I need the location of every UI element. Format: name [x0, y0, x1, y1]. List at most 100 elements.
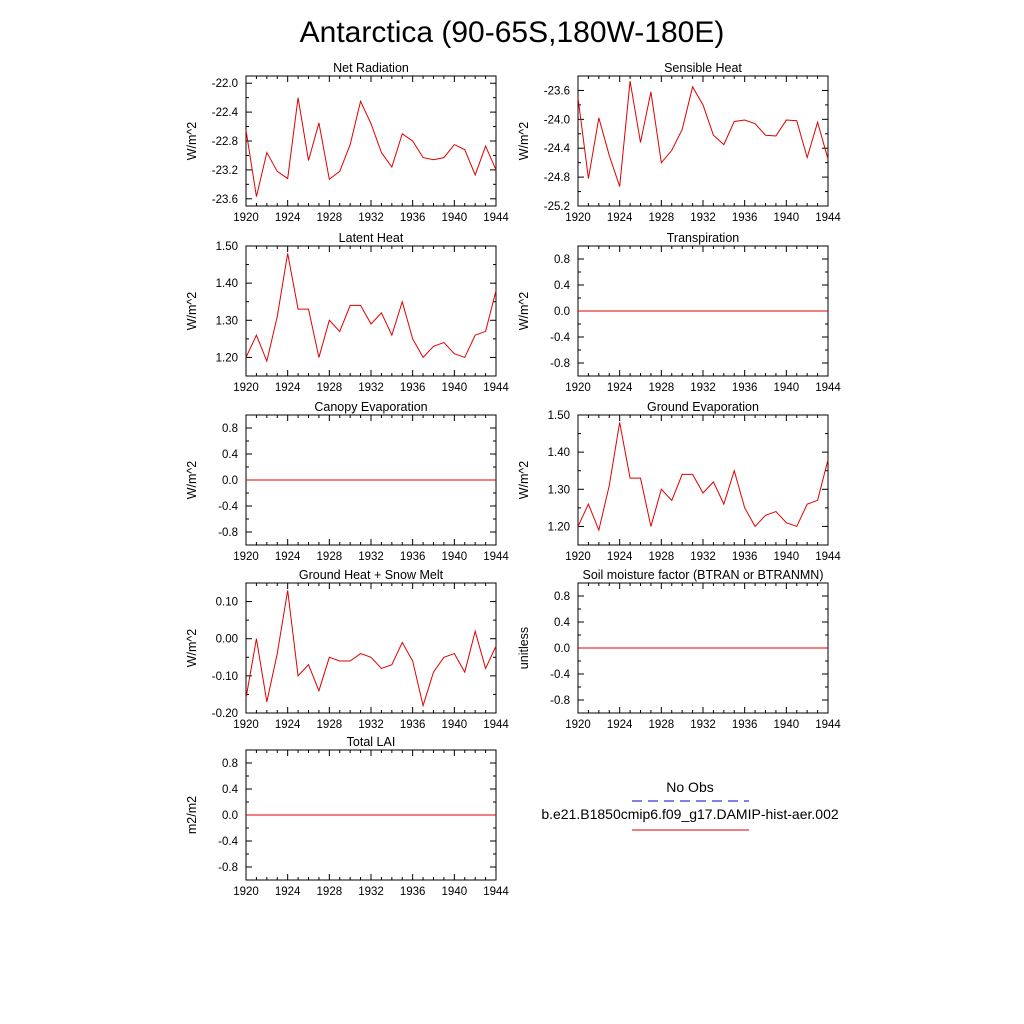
chart-1-xtick-label: 1936 — [732, 212, 758, 224]
chart-3-ytick-label: -0.8 — [550, 358, 570, 370]
chart-7-xtick-label: 1928 — [649, 719, 675, 731]
chart-6-ylabel: W/m^2 — [185, 629, 199, 668]
chart-1-xtick-label: 1920 — [565, 212, 591, 224]
chart-0-xtick-label: 1928 — [317, 212, 343, 224]
chart-4-xtick-label: 1924 — [275, 551, 301, 563]
chart-1-ytick-label: -24.8 — [544, 172, 570, 184]
chart-3-xtick-label: 1940 — [774, 382, 800, 394]
chart-5-xtick-label: 1924 — [607, 551, 633, 563]
chart-7-ytick-label: 0.4 — [554, 617, 571, 629]
chart-5-ytick-label: 1.40 — [548, 447, 570, 459]
chart-3-title: Transpiration — [667, 231, 740, 245]
chart-5-xtick-label: 1920 — [565, 551, 591, 563]
chart-7-xtick-label: 1924 — [607, 719, 633, 731]
chart-1-xtick-label: 1928 — [649, 212, 675, 224]
chart-0-ytick-label: -23.6 — [212, 194, 238, 206]
chart-1-frame — [577, 75, 829, 207]
chart-0-ytick-label: -22.4 — [212, 107, 239, 119]
chart-7-ytick-label: -0.8 — [550, 695, 570, 707]
chart-7: Soil moisture factor (BTRAN or BTRANMN) 1… — [517, 568, 841, 731]
chart-2-xtick-label: 1936 — [400, 382, 426, 394]
chart-7-xtick-label: 1944 — [815, 719, 841, 731]
chart-6-xtick-label: 1924 — [275, 719, 301, 731]
chart-3-xtick-label: 1944 — [815, 382, 841, 394]
chart-3-xtick-label: 1924 — [607, 382, 633, 394]
chart-6-xtick-label: 1928 — [317, 719, 343, 731]
chart-0-ylabel: W/m^2 — [185, 122, 199, 161]
chart-4-xtick-label: 1932 — [358, 551, 384, 563]
chart-4-ytick-label: -0.8 — [218, 527, 238, 539]
chart-4-xtick-label: 1936 — [400, 551, 426, 563]
chart-5-xtick-label: 1928 — [649, 551, 675, 563]
chart-1-series-line — [577, 80, 829, 187]
chart-2-xtick-label: 1932 — [358, 382, 384, 394]
chart-4-ylabel: W/m^2 — [185, 461, 199, 500]
chart-5: Ground Evaporation 1920 1924 1928 1932 1936 19… — [517, 400, 841, 563]
legend: No Obs b.e21.B1850cmip6.f09_g17.DAMIP-hi… — [541, 779, 839, 831]
chart-5-frame — [577, 414, 829, 546]
chart-5-ytick-label: 1.30 — [548, 484, 570, 496]
chart-0-title: Net Radiation — [333, 61, 409, 75]
chart-7-ytick-label: 0.0 — [554, 643, 570, 655]
chart-8-xtick-label: 1944 — [483, 886, 509, 898]
chart-8-xtick-label: 1932 — [358, 886, 384, 898]
chart-8-ytick-label: 0.0 — [222, 810, 238, 822]
chart-1-ytick-label: -25.2 — [544, 201, 570, 213]
chart-3-xtick-label: 1928 — [649, 382, 675, 394]
chart-6-xtick-label: 1936 — [400, 719, 426, 731]
chart-0-xtick-label: 1932 — [358, 212, 384, 224]
chart-2-series-line — [245, 253, 497, 363]
chart-7-title: Soil moisture factor (BTRAN or BTRANMN) — [582, 568, 823, 582]
chart-8-xtick-label: 1920 — [233, 886, 259, 898]
chart-2-ytick-label: 1.50 — [216, 241, 238, 253]
chart-1-xtick-label: 1940 — [774, 212, 800, 224]
chart-2: Latent Heat 1920 1924 1928 1932 1936 1940 1944 1… — [185, 231, 509, 394]
chart-4-ytick-label: -0.4 — [218, 501, 238, 513]
chart-0-ytick-label: -22.8 — [212, 136, 238, 148]
chart-5-title: Ground Evaporation — [647, 400, 759, 414]
chart-7-ytick-label: 0.8 — [554, 591, 570, 603]
chart-1-title: Sensible Heat — [664, 61, 742, 75]
chart-3: Transpiration 1920 1924 1928 1932 1936 1940 194… — [517, 231, 841, 394]
chart-1: Sensible Heat 1920 1924 1928 1932 1936 1940 194… — [517, 61, 841, 224]
chart-0: Net Radiation 1920 1924 1928 1932 1936 1940 194… — [185, 61, 509, 224]
chart-7-ytick-label: -0.4 — [550, 669, 570, 681]
chart-1-ytick-label: -24.0 — [544, 114, 570, 126]
chart-8-xtick-label: 1928 — [317, 886, 343, 898]
chart-3-ytick-label: 0.8 — [554, 254, 570, 266]
chart-0-xtick-label: 1920 — [233, 212, 259, 224]
chart-3-xtick-label: 1932 — [690, 382, 716, 394]
chart-6-xtick-label: 1920 — [233, 719, 259, 731]
legend-model-label: b.e21.B1850cmip6.f09_g17.DAMIP-hist-aer.… — [541, 806, 839, 822]
chart-5-ytick-label: 1.50 — [548, 410, 570, 422]
chart-2-title: Latent Heat — [339, 231, 404, 245]
chart-8-ytick-label: 0.8 — [222, 758, 238, 770]
chart-0-xtick-label: 1924 — [275, 212, 301, 224]
chart-0-xtick-label: 1936 — [400, 212, 426, 224]
chart-5-xtick-label: 1944 — [815, 551, 841, 563]
chart-0-xtick-label: 1944 — [483, 212, 509, 224]
chart-6-ytick-label: 0.00 — [216, 634, 238, 646]
chart-4-ytick-label: 0.4 — [222, 449, 239, 461]
chart-2-frame — [245, 245, 497, 377]
chart-5-ylabel: W/m^2 — [517, 461, 531, 500]
chart-4-ytick-label: 0.0 — [222, 475, 238, 487]
chart-6-frame — [245, 582, 497, 714]
chart-4: Canopy Evaporation 1920 1924 1928 1932 1936 19… — [185, 400, 509, 563]
chart-4-ytick-label: 0.8 — [222, 423, 238, 435]
chart-5-xtick-label: 1940 — [774, 551, 800, 563]
chart-8-xtick-label: 1924 — [275, 886, 301, 898]
chart-6: Ground Heat + Snow Melt 1920 1924 1928 1932 1… — [185, 568, 509, 731]
chart-5-series-line — [577, 422, 829, 532]
chart-6-xtick-label: 1932 — [358, 719, 384, 731]
chart-3-ytick-label: 0.4 — [554, 280, 571, 292]
chart-1-xtick-label: 1932 — [690, 212, 716, 224]
chart-1-ylabel: W/m^2 — [517, 122, 531, 161]
chart-7-xtick-label: 1936 — [732, 719, 758, 731]
chart-5-ytick-label: 1.20 — [548, 521, 570, 533]
figure-title: Antarctica (90-65S,180W-180E) — [300, 16, 725, 49]
chart-7-xtick-label: 1940 — [774, 719, 800, 731]
chart-7-xtick-label: 1920 — [565, 719, 591, 731]
chart-2-ytick-label: 1.20 — [216, 352, 238, 364]
